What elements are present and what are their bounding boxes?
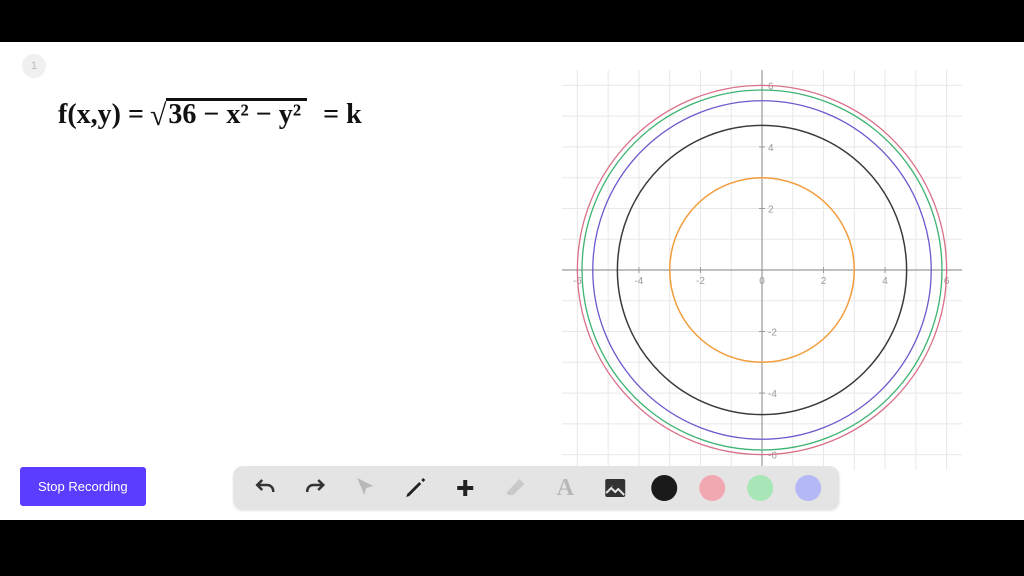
equation-lhs: f(x,y) = bbox=[58, 99, 144, 131]
undo-icon bbox=[253, 476, 277, 500]
eraser-tool[interactable] bbox=[501, 474, 529, 502]
handwritten-equation: f(x,y) = √36 − x² − y² = k bbox=[58, 97, 362, 131]
sqrt-expression: √36 − x² − y² bbox=[150, 97, 307, 131]
svg-text:-6: -6 bbox=[768, 451, 777, 462]
undo-button[interactable] bbox=[251, 474, 279, 502]
color-swatch-black[interactable] bbox=[651, 475, 677, 501]
add-tool[interactable] bbox=[451, 474, 479, 502]
svg-text:-4: -4 bbox=[768, 389, 777, 400]
color-swatch-pink[interactable] bbox=[699, 475, 725, 501]
page-number: 1 bbox=[31, 60, 37, 72]
equation-rhs: = k bbox=[323, 99, 362, 131]
pen-icon bbox=[403, 476, 427, 500]
image-tool[interactable] bbox=[601, 474, 629, 502]
color-swatch-green[interactable] bbox=[747, 475, 773, 501]
svg-text:-2: -2 bbox=[768, 328, 777, 339]
svg-text:4: 4 bbox=[768, 143, 774, 154]
radicand: 36 − x² − y² bbox=[166, 98, 307, 129]
text-tool[interactable]: A bbox=[551, 474, 579, 502]
svg-text:4: 4 bbox=[882, 276, 888, 287]
drawing-toolbar: A bbox=[233, 466, 839, 510]
svg-text:2: 2 bbox=[821, 276, 827, 287]
plus-icon bbox=[453, 476, 477, 500]
page-number-badge[interactable]: 1 bbox=[22, 54, 46, 78]
pointer-icon bbox=[353, 476, 377, 500]
radical-sign: √ bbox=[150, 99, 166, 132]
svg-text:-4: -4 bbox=[634, 276, 643, 287]
pointer-tool[interactable] bbox=[351, 474, 379, 502]
app-frame: 1 f(x,y) = √36 − x² − y² = k -6-6-4-4-2-… bbox=[0, 0, 1024, 576]
redo-icon bbox=[303, 476, 327, 500]
contour-chart: -6-6-4-4-2-20224466 bbox=[562, 70, 962, 470]
svg-text:0: 0 bbox=[759, 276, 765, 287]
text-icon: A bbox=[557, 475, 574, 502]
whiteboard-canvas[interactable]: 1 f(x,y) = √36 − x² − y² = k -6-6-4-4-2-… bbox=[0, 42, 1024, 520]
eraser-icon bbox=[503, 476, 527, 500]
color-swatch-purple[interactable] bbox=[795, 475, 821, 501]
stop-recording-button[interactable]: Stop Recording bbox=[20, 467, 146, 506]
svg-text:-2: -2 bbox=[696, 276, 705, 287]
pen-tool[interactable] bbox=[401, 474, 429, 502]
svg-text:2: 2 bbox=[768, 204, 774, 215]
stop-recording-label: Stop Recording bbox=[38, 479, 128, 494]
redo-button[interactable] bbox=[301, 474, 329, 502]
image-icon bbox=[603, 476, 627, 500]
